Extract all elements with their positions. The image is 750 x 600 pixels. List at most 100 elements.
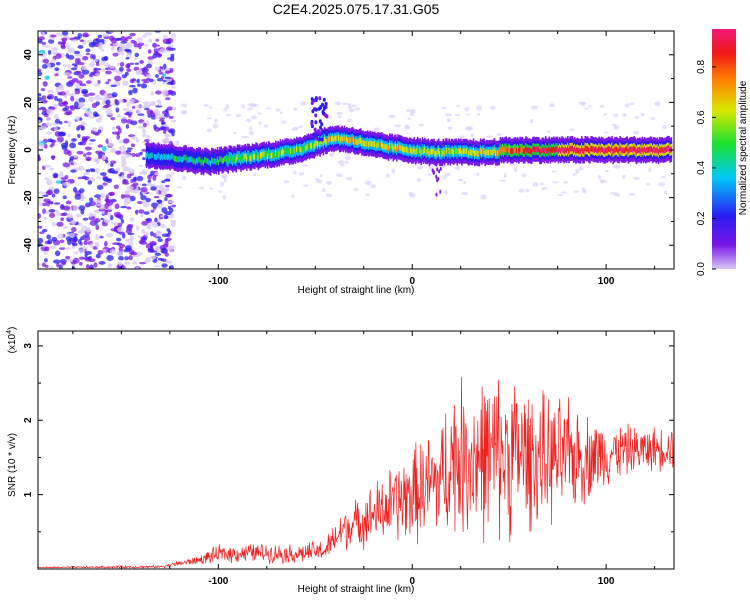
ridge-cell bbox=[439, 150, 441, 157]
ridge-cell bbox=[390, 144, 392, 150]
speckle bbox=[417, 165, 423, 170]
noise-blob bbox=[100, 172, 107, 176]
speckle bbox=[578, 166, 584, 171]
speckle bbox=[633, 177, 640, 180]
ridge-cell bbox=[521, 146, 524, 153]
noise-blob bbox=[49, 144, 54, 148]
noise-blob bbox=[70, 219, 77, 225]
ridge-cell bbox=[628, 147, 631, 153]
ridge-cell bbox=[423, 147, 426, 153]
ridge-cell bbox=[648, 147, 651, 153]
noise-blob bbox=[110, 47, 116, 51]
noise-blob bbox=[120, 219, 124, 224]
ridge-cell bbox=[581, 145, 583, 152]
ridge-cell bbox=[647, 146, 649, 153]
noise-blob bbox=[93, 262, 98, 268]
ridge-cell bbox=[340, 136, 342, 143]
noise-blob bbox=[122, 166, 131, 172]
noise-blob bbox=[165, 260, 173, 264]
spike-cell bbox=[440, 160, 443, 165]
ridge-cell bbox=[508, 146, 511, 153]
noise-blob bbox=[38, 225, 43, 229]
speckle bbox=[225, 104, 230, 110]
ridge-cell bbox=[507, 147, 510, 153]
ridge-cell bbox=[362, 140, 364, 146]
ridge-cell bbox=[213, 158, 215, 165]
noise-blob bbox=[85, 80, 92, 84]
speckle bbox=[344, 160, 350, 164]
ridge-cell bbox=[298, 146, 300, 153]
ridge-cell bbox=[158, 153, 161, 160]
speckle bbox=[248, 126, 253, 131]
speckle bbox=[279, 111, 283, 115]
ridge-cell bbox=[611, 145, 613, 152]
ridge-cell bbox=[272, 151, 275, 158]
speckle bbox=[170, 171, 175, 175]
ridge-cell bbox=[157, 152, 160, 158]
ridge-cell bbox=[655, 148, 658, 154]
noise-blob bbox=[127, 241, 134, 246]
speckle bbox=[275, 108, 281, 112]
speckle bbox=[461, 191, 468, 196]
noise-blob bbox=[130, 120, 138, 126]
noise-blob bbox=[51, 58, 56, 64]
noise-blob bbox=[171, 33, 176, 39]
ridge-cell bbox=[604, 148, 606, 155]
noise-blob bbox=[71, 242, 78, 247]
noise-blob bbox=[161, 247, 168, 254]
noise-blob bbox=[70, 169, 77, 173]
speckle bbox=[628, 193, 636, 196]
noise-blob bbox=[59, 120, 63, 125]
ridge-cell bbox=[312, 142, 314, 149]
ridge-cell bbox=[315, 139, 318, 146]
ridge-cell bbox=[441, 150, 443, 157]
noise-blob bbox=[99, 114, 103, 121]
speckle bbox=[181, 111, 187, 115]
noise-blob bbox=[118, 261, 123, 267]
noise-blob bbox=[159, 48, 167, 54]
ridge-cell bbox=[564, 146, 567, 153]
colorbar-tick-label: 0.0 bbox=[696, 262, 707, 276]
ridge-cell bbox=[181, 156, 184, 163]
noise-blob bbox=[111, 92, 118, 98]
noise-blob bbox=[141, 148, 147, 152]
spectrogram-image bbox=[38, 31, 673, 269]
noise-blob bbox=[161, 233, 169, 238]
speckle bbox=[347, 103, 352, 106]
ridge-cell bbox=[657, 148, 660, 155]
speckle bbox=[326, 193, 333, 198]
noise-blob bbox=[150, 91, 155, 96]
ridge-cell bbox=[162, 154, 164, 161]
ridge-cell bbox=[258, 153, 261, 160]
speckle bbox=[319, 174, 323, 177]
ridge-cell bbox=[265, 151, 268, 157]
ridge-cell bbox=[598, 146, 601, 152]
noise-blob bbox=[67, 47, 76, 54]
ridge-cell bbox=[418, 148, 420, 155]
ridge-cell bbox=[513, 146, 516, 153]
noise-blob bbox=[154, 171, 159, 176]
noise-blob bbox=[105, 70, 112, 75]
ridge-cell bbox=[387, 145, 390, 152]
speckle bbox=[365, 180, 372, 186]
noise-blob bbox=[83, 93, 90, 97]
ridge-cell bbox=[411, 148, 413, 155]
spike-cell bbox=[432, 160, 435, 165]
noise-blob bbox=[143, 122, 147, 128]
noise-blob bbox=[54, 67, 60, 72]
ridge-cell bbox=[319, 141, 321, 148]
ridge-cell bbox=[301, 146, 304, 153]
y-tick-label: 40 bbox=[23, 49, 34, 61]
noise-blob bbox=[38, 237, 44, 244]
noise-blob bbox=[116, 250, 123, 257]
ridge-cell bbox=[557, 148, 560, 154]
noise-blob bbox=[62, 107, 68, 112]
ridge-cell bbox=[529, 148, 532, 155]
noise-blob bbox=[130, 143, 136, 148]
ridge-cell bbox=[542, 147, 545, 153]
noise-blob bbox=[120, 117, 128, 124]
noise-blob bbox=[147, 49, 152, 54]
noise-blob bbox=[156, 205, 163, 209]
ridge-cell bbox=[579, 148, 582, 154]
